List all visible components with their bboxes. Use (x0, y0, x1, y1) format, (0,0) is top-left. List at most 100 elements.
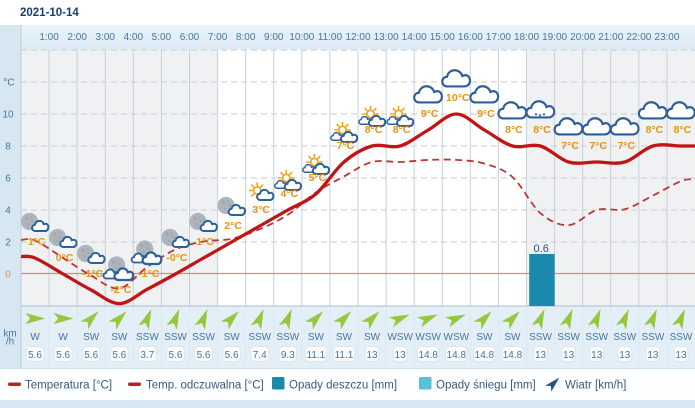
svg-text:4°C: 4°C (280, 188, 298, 200)
svg-text:5:00: 5:00 (152, 32, 172, 43)
svg-text:10:00: 10:00 (289, 32, 314, 43)
svg-text:13: 13 (563, 350, 575, 361)
svg-text:10°C: 10°C (446, 92, 470, 104)
svg-text:4: 4 (5, 206, 11, 217)
svg-text:7°C: 7°C (589, 140, 607, 152)
svg-text:W: W (30, 332, 40, 343)
svg-text:8: 8 (5, 142, 11, 153)
svg-text:8°C: 8°C (674, 124, 692, 136)
svg-text:8°C: 8°C (393, 124, 411, 136)
svg-text:8:00: 8:00 (236, 32, 256, 43)
svg-text:5.6: 5.6 (112, 350, 126, 361)
svg-text:15:00: 15:00 (430, 32, 455, 43)
svg-text:13: 13 (395, 350, 407, 361)
svg-text:Wiatr [km/h]: Wiatr [km/h] (565, 380, 626, 392)
svg-text:-1°C: -1°C (82, 268, 104, 280)
svg-text:/h: /h (6, 337, 14, 348)
svg-text:7°C: 7°C (561, 140, 579, 152)
svg-text:10: 10 (2, 110, 14, 121)
svg-text:8°C: 8°C (365, 124, 383, 136)
svg-text:SSW: SSW (585, 332, 608, 343)
svg-text:2°C: 2°C (224, 220, 242, 232)
svg-text:8°C: 8°C (505, 124, 523, 136)
svg-text:13: 13 (647, 350, 659, 361)
svg-text:5.6: 5.6 (56, 350, 70, 361)
svg-text:14.8: 14.8 (447, 350, 467, 361)
svg-text:0.6: 0.6 (534, 243, 549, 255)
svg-text:SW: SW (83, 332, 100, 343)
svg-text:SW: SW (336, 332, 353, 343)
svg-text:SSW: SSW (613, 332, 636, 343)
svg-text:14.8: 14.8 (475, 350, 495, 361)
svg-text:°C: °C (3, 78, 14, 89)
svg-text:5.6: 5.6 (197, 350, 211, 361)
svg-text:19:00: 19:00 (542, 32, 567, 43)
svg-text:13: 13 (366, 350, 378, 361)
svg-text:9°C: 9°C (421, 108, 439, 120)
svg-text:21:00: 21:00 (598, 32, 623, 43)
svg-text:SSW: SSW (192, 332, 215, 343)
svg-text:9°C: 9°C (477, 108, 495, 120)
svg-text:3°C: 3°C (252, 204, 270, 216)
svg-text:16:00: 16:00 (458, 32, 483, 43)
svg-text:km: km (3, 329, 16, 340)
svg-text:9:00: 9:00 (264, 32, 284, 43)
svg-text:11.1: 11.1 (307, 350, 326, 361)
svg-text:-1°C: -1°C (138, 268, 160, 280)
svg-text:SW: SW (476, 332, 493, 343)
svg-text:13: 13 (675, 350, 687, 361)
svg-text:SSW: SSW (136, 332, 159, 343)
svg-text:SW: SW (504, 332, 521, 343)
svg-text:1:00: 1:00 (39, 32, 59, 43)
svg-text:SW: SW (224, 332, 241, 343)
svg-text:Temp. odczuwalna [°C]: Temp. odczuwalna [°C] (146, 380, 264, 392)
svg-text:14.8: 14.8 (418, 350, 438, 361)
svg-text:23:00: 23:00 (654, 32, 679, 43)
svg-text:5.6: 5.6 (225, 350, 239, 361)
svg-text:8°C: 8°C (533, 124, 551, 136)
svg-text:SSW: SSW (557, 332, 580, 343)
svg-text:18:00: 18:00 (514, 32, 539, 43)
svg-text:WSW: WSW (444, 332, 470, 343)
svg-text:WSW: WSW (387, 332, 413, 343)
svg-text:SSW: SSW (641, 332, 664, 343)
svg-text:Opady śniegu [mm]: Opady śniegu [mm] (436, 380, 536, 392)
svg-text:14:00: 14:00 (402, 32, 427, 43)
svg-text:0°C: 0°C (56, 252, 74, 264)
svg-text:SSW: SSW (529, 332, 552, 343)
svg-text:2:00: 2:00 (67, 32, 87, 43)
svg-text:6:00: 6:00 (180, 32, 200, 43)
svg-text:14.8: 14.8 (503, 350, 523, 361)
svg-text:13: 13 (591, 350, 603, 361)
svg-text:Temperatura [°C]: Temperatura [°C] (25, 380, 112, 392)
svg-text:6: 6 (5, 174, 11, 185)
svg-text:3:00: 3:00 (96, 32, 116, 43)
svg-text:SW: SW (308, 332, 325, 343)
svg-text:11.1: 11.1 (335, 350, 354, 361)
svg-text:12:00: 12:00 (345, 32, 370, 43)
svg-text:SW: SW (111, 332, 128, 343)
svg-text:5°C: 5°C (309, 172, 327, 184)
svg-text:22:00: 22:00 (626, 32, 651, 43)
svg-text:1°C: 1°C (28, 236, 46, 248)
svg-text:SSW: SSW (248, 332, 271, 343)
svg-text:5.6: 5.6 (169, 350, 183, 361)
svg-text:-2°C: -2°C (110, 284, 132, 296)
svg-text:13:00: 13:00 (374, 32, 399, 43)
svg-text:1°C: 1°C (196, 236, 214, 248)
svg-text:7°C: 7°C (337, 140, 355, 152)
svg-text:13: 13 (619, 350, 631, 361)
svg-text:9.3: 9.3 (281, 350, 295, 361)
svg-text:SW: SW (364, 332, 381, 343)
svg-text:5.6: 5.6 (84, 350, 98, 361)
svg-text:7:00: 7:00 (208, 32, 228, 43)
svg-text:0: 0 (5, 270, 11, 281)
svg-text:2: 2 (5, 238, 11, 249)
svg-text:7.4: 7.4 (253, 350, 267, 361)
svg-text:Opady deszczu [mm]: Opady deszczu [mm] (289, 380, 397, 392)
svg-text:3.7: 3.7 (140, 350, 154, 361)
svg-text:4:00: 4:00 (124, 32, 144, 43)
svg-text:2021-10-14: 2021-10-14 (20, 7, 79, 19)
svg-text:-0°C: -0°C (166, 252, 188, 264)
svg-text:W: W (58, 332, 68, 343)
